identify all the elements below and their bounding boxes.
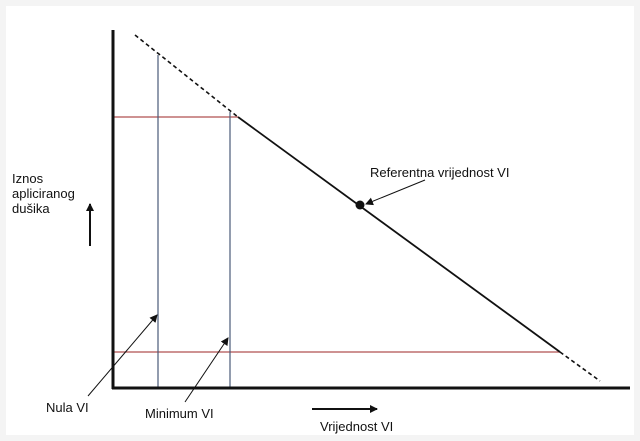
minimum-label: Minimum VI <box>145 406 214 421</box>
diagonal-line <box>237 116 561 353</box>
minimum-arrow <box>184 337 229 403</box>
x-axis-label: Vrijednost VI <box>320 419 393 434</box>
reference-arrow <box>365 179 426 206</box>
zero-arrow <box>87 314 158 397</box>
zero-label: Nula VI <box>46 400 89 415</box>
reference-label: Referentna vrijednost VI <box>370 165 509 180</box>
diagonal-dashed-top <box>134 34 239 118</box>
y-axis-label: Iznos <box>12 171 44 186</box>
diagonal-dashed-bottom <box>559 351 601 382</box>
reference-point <box>355 200 365 210</box>
y-axis-label: dušika <box>12 201 50 216</box>
y-axis-label: apliciranog <box>12 186 75 201</box>
canvas <box>6 6 634 435</box>
